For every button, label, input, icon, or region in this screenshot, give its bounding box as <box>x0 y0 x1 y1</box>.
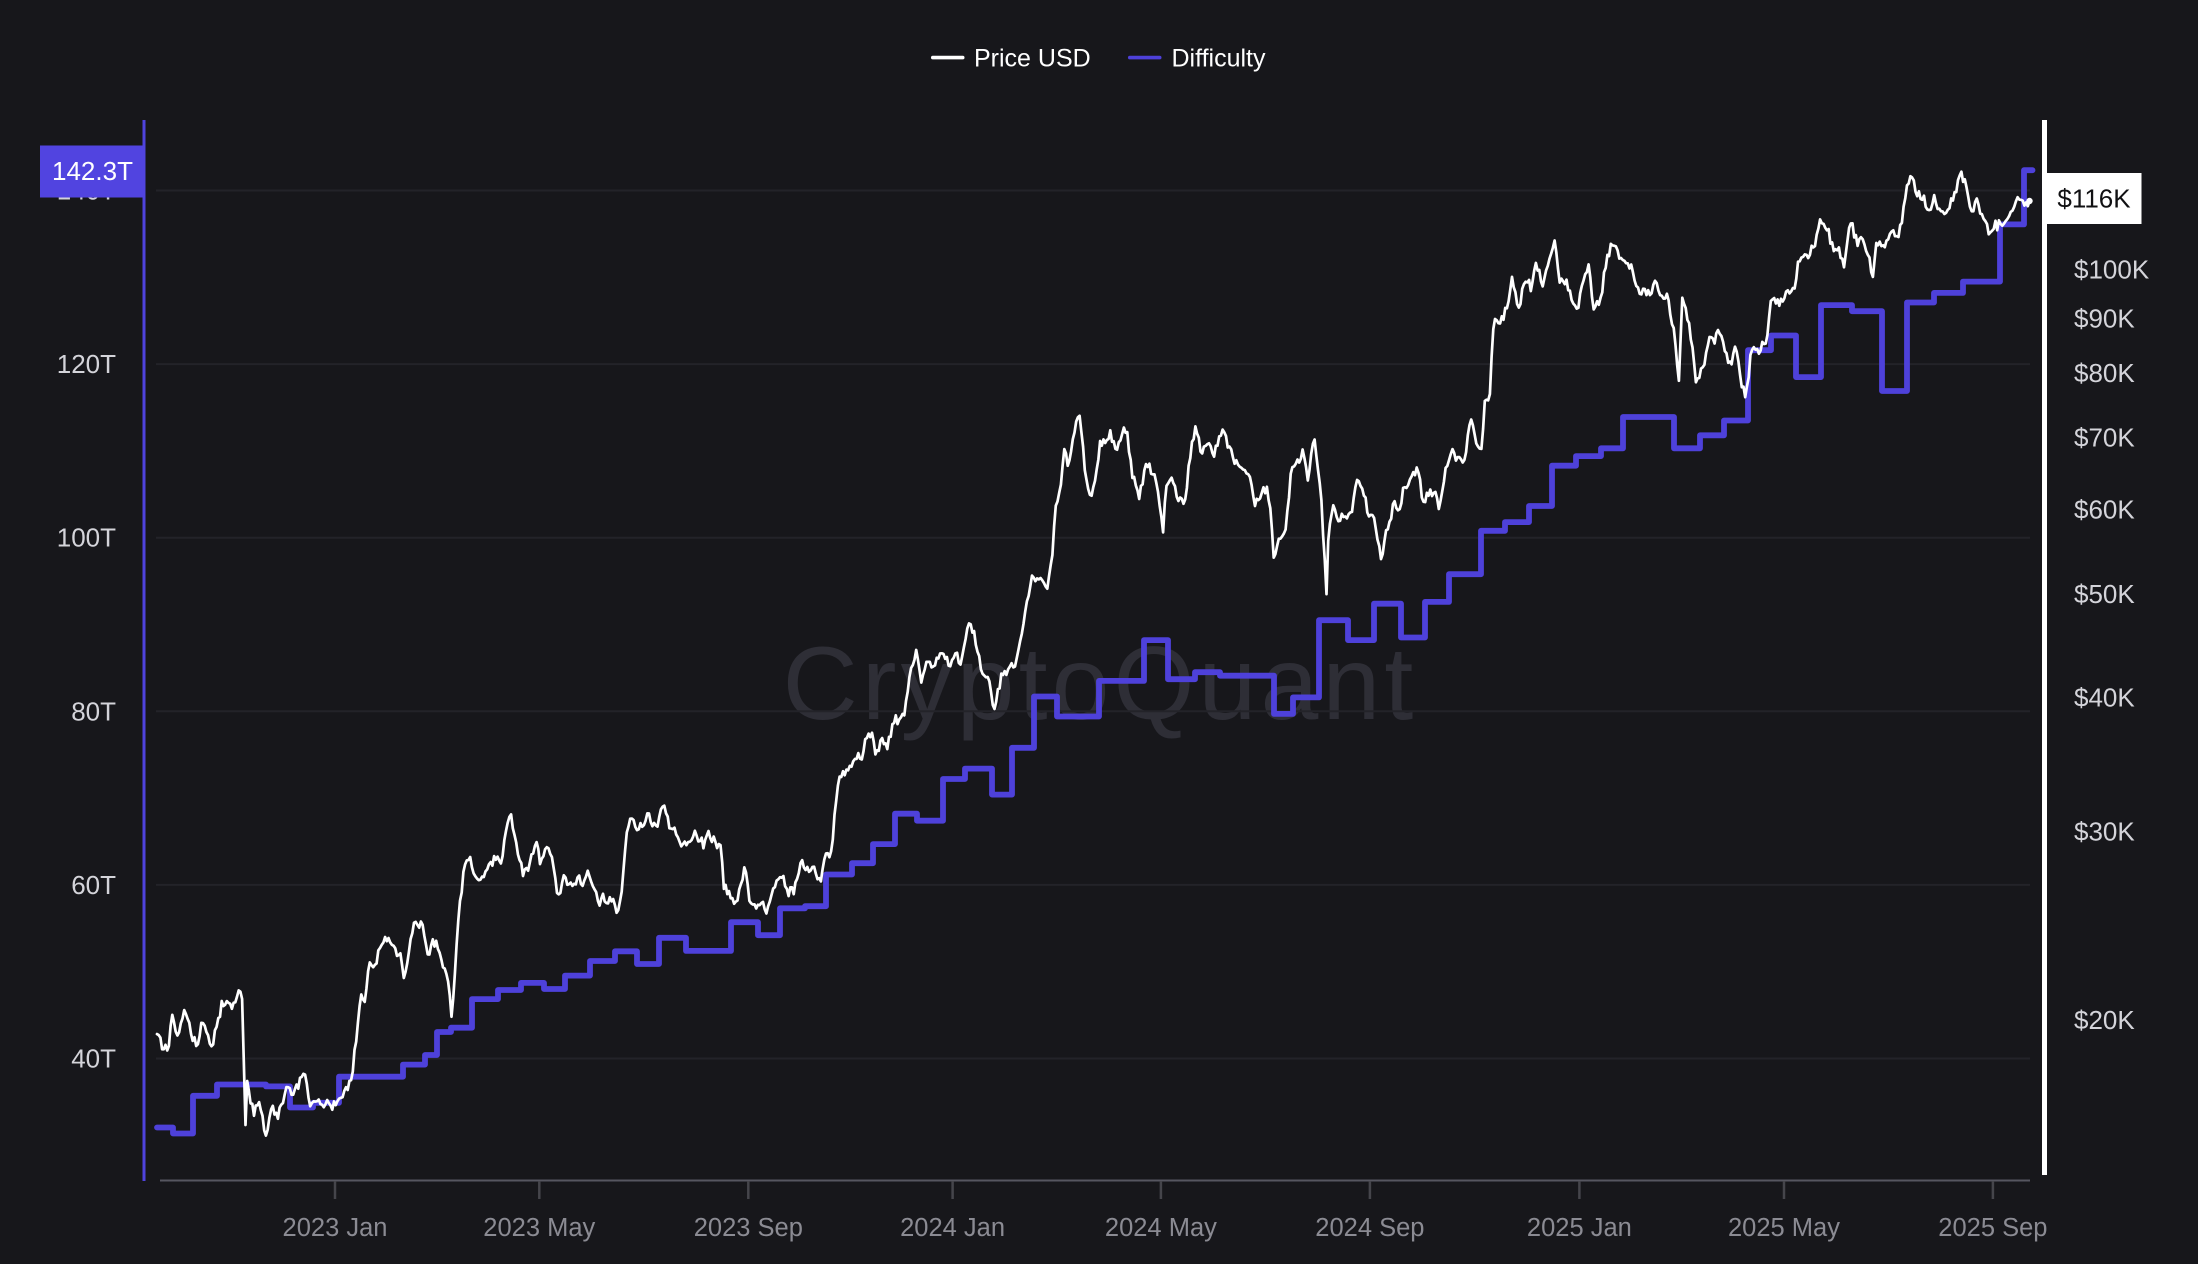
svg-text:$50K: $50K <box>2074 579 2135 609</box>
svg-text:60T: 60T <box>71 870 116 900</box>
svg-text:$30K: $30K <box>2074 816 2135 846</box>
svg-text:80T: 80T <box>71 696 116 726</box>
svg-text:100T: 100T <box>57 523 116 553</box>
svg-text:142.3T: 142.3T <box>52 156 133 186</box>
svg-text:Difficulty: Difficulty <box>1172 45 1267 73</box>
svg-text:$60K: $60K <box>2074 494 2135 524</box>
svg-text:2025 May: 2025 May <box>1728 1214 1840 1242</box>
svg-text:40T: 40T <box>71 1044 116 1074</box>
svg-text:$116K: $116K <box>2057 184 2131 214</box>
svg-text:$80K: $80K <box>2074 358 2135 388</box>
svg-text:120T: 120T <box>57 349 116 379</box>
svg-text:$90K: $90K <box>2074 303 2135 333</box>
svg-text:2023 May: 2023 May <box>483 1214 595 1242</box>
svg-text:$20K: $20K <box>2074 1005 2135 1035</box>
svg-text:Price USD: Price USD <box>974 45 1091 73</box>
svg-text:2025 Sep: 2025 Sep <box>1938 1214 2047 1242</box>
svg-text:$100K: $100K <box>2074 254 2150 284</box>
svg-text:2024 May: 2024 May <box>1105 1214 1217 1242</box>
svg-text:2024 Jan: 2024 Jan <box>900 1214 1005 1242</box>
svg-text:2025 Jan: 2025 Jan <box>1527 1214 1632 1242</box>
svg-text:$40K: $40K <box>2074 683 2135 713</box>
svg-text:2023 Jan: 2023 Jan <box>283 1214 388 1242</box>
svg-text:2024 Sep: 2024 Sep <box>1315 1214 1424 1242</box>
svg-text:2023 Sep: 2023 Sep <box>694 1214 803 1242</box>
svg-text:$70K: $70K <box>2074 423 2135 453</box>
